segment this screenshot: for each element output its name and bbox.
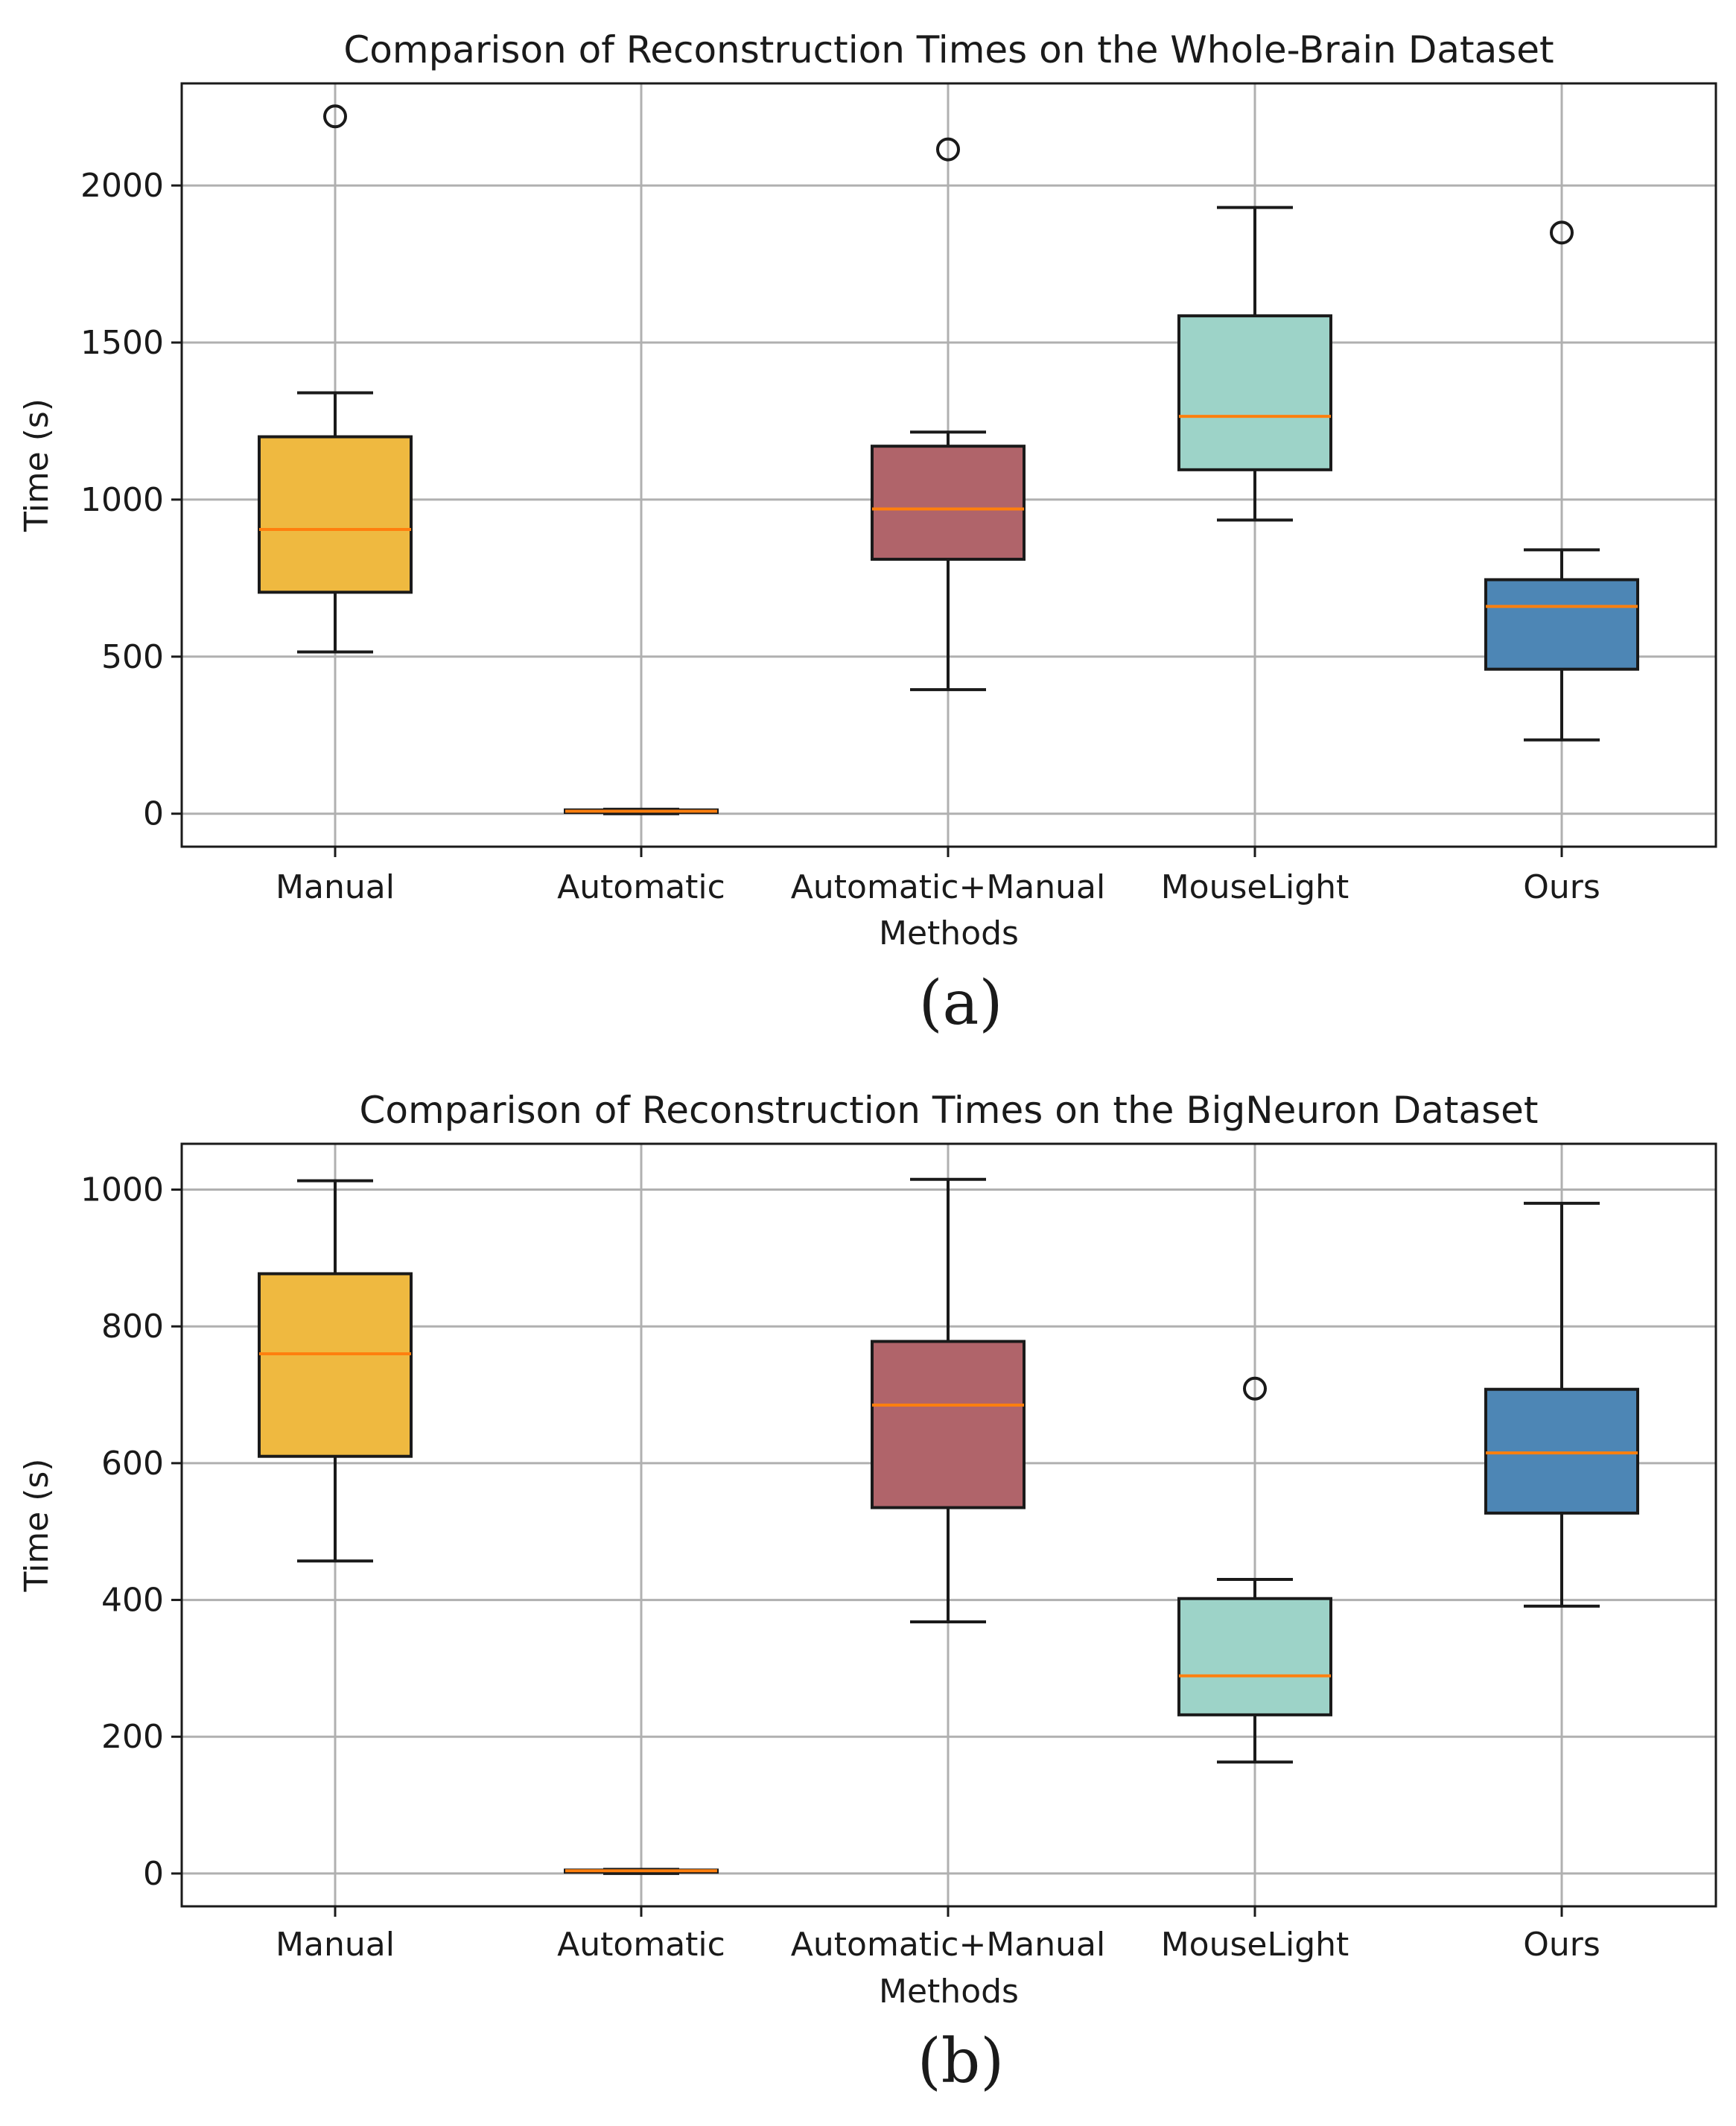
outlier-point — [1243, 1376, 1267, 1401]
outlier-point — [936, 137, 960, 162]
outlier-point — [1550, 220, 1574, 245]
x-tick-label: MouseLight — [1161, 1926, 1349, 1964]
box-ours — [1484, 1201, 1639, 1608]
y-tick-label: 0 — [143, 1855, 164, 1893]
y-tick-label: 200 — [101, 1718, 164, 1756]
y-tick-label: 400 — [101, 1582, 164, 1620]
box-body — [1484, 578, 1639, 671]
y-tick-label: 800 — [101, 1308, 164, 1346]
box-body — [871, 1340, 1026, 1509]
x-tick-label: Manual — [276, 1926, 395, 1964]
box-manual — [258, 1179, 413, 1563]
x-tick-label: Automatic — [557, 868, 725, 906]
box-automatic-manual — [871, 137, 1026, 692]
panel-label: (a) — [919, 968, 1003, 1039]
box-automatic-manual — [871, 1177, 1026, 1623]
x-tick-label: Ours — [1523, 1926, 1600, 1964]
box-body — [1177, 1597, 1332, 1716]
panel-label: (b) — [918, 2026, 1004, 2097]
box-mouselight — [1177, 1376, 1332, 1764]
x-tick-label: Ours — [1523, 868, 1600, 906]
box-automatic — [564, 1868, 719, 1875]
x-tick-label: Automatic — [557, 1926, 725, 1964]
outlier-point — [323, 104, 347, 129]
box-body — [871, 445, 1026, 561]
panel-a: 0 500 1000 1500 2000 Manual Automatic Automatic… — [18, 28, 1717, 1039]
box-automatic — [564, 807, 719, 815]
y-tick-label: 1000 — [80, 481, 164, 519]
y-tick-label: 1500 — [80, 324, 164, 362]
y-tick-label: 2000 — [80, 167, 164, 205]
x-tick-label: Automatic+Manual — [791, 1926, 1105, 1964]
panel-b: 0 200 400 600 800 1000 Manual Automatic Automati… — [18, 1089, 1717, 2097]
box-body — [258, 435, 413, 594]
y-tick-label: 0 — [143, 795, 164, 833]
x-tick-label: MouseLight — [1161, 868, 1349, 906]
y-axis-label: Time (s) — [18, 398, 56, 532]
box-body — [258, 1272, 413, 1458]
y-tick-label: 1000 — [80, 1171, 164, 1209]
x-axis-label: Methods — [879, 914, 1019, 952]
x-tick-label: Manual — [276, 868, 395, 906]
chart-title: Comparison of Reconstruction Times on th… — [359, 1089, 1538, 1132]
box-body — [1484, 1387, 1639, 1515]
box-mouselight — [1177, 206, 1332, 522]
box-manual — [258, 104, 413, 654]
box-body — [1177, 314, 1332, 471]
y-axis-label: Time (s) — [18, 1459, 56, 1593]
y-tick-label: 500 — [101, 638, 164, 676]
x-axis-label: Methods — [879, 1973, 1019, 2011]
chart-title: Comparison of Reconstruction Times on th… — [343, 28, 1554, 71]
x-tick-label: Automatic+Manual — [791, 868, 1105, 906]
y-tick-label: 600 — [101, 1445, 164, 1483]
box-ours — [1484, 220, 1639, 742]
